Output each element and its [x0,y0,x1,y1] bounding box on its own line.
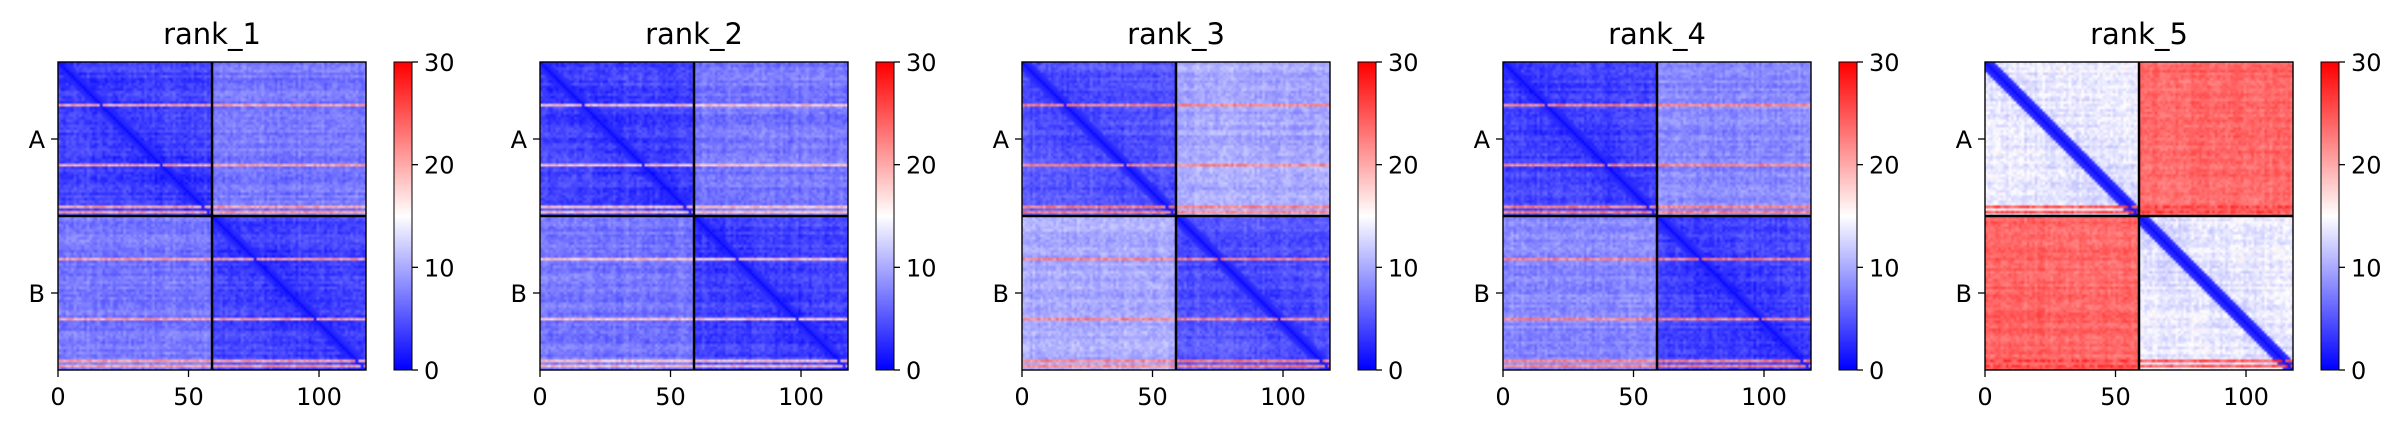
colorbar-tick-label: 10 [1869,254,1900,282]
colorbar-tick-label: 20 [906,152,937,180]
colorbar-tick-label: 20 [424,152,455,180]
x-tick-label: 50 [2100,383,2131,411]
colorbar-tick-label: 0 [2351,357,2366,385]
heatmap-frame [1021,61,1331,371]
colorbar [1358,62,1376,370]
colorbar-frame [1357,61,1377,371]
x-tick-label: 100 [296,383,342,411]
y-tick-label: A [1956,126,1973,154]
colorbar-frame [2320,61,2340,371]
colorbar-tick-label: 10 [1388,254,1419,282]
colorbar [876,62,894,370]
heatmap-frame [57,61,367,371]
heatmap-frame [1984,61,2294,371]
heatmap-frame [539,61,849,371]
pae-panel-3: rank_3 0 50 100 A B 0 10 20 30 [993,17,1419,411]
colorbar-tick-label: 10 [906,254,937,282]
colorbar-tick-label: 0 [424,357,439,385]
x-tick-label: 0 [1977,383,1992,411]
y-tick-label: A [29,126,46,154]
pae-panel-5: rank_5 0 50 100 A B 0 10 20 30 [1956,17,2382,411]
colorbar-tick-label: 20 [1869,152,1900,180]
x-tick-label: 100 [1260,383,1306,411]
colorbar-tick-label: 30 [2351,49,2382,77]
colorbar-tick-label: 30 [1388,49,1419,77]
colorbar-tick-label: 20 [1388,152,1419,180]
pae-panel-2: rank_2 0 50 100 A B 0 10 20 30 [511,17,937,411]
colorbar-tick-label: 10 [2351,254,2382,282]
panel-title: rank_1 [163,17,261,51]
colorbar-tick-label: 30 [424,49,455,77]
y-tick-label: B [1474,280,1490,308]
colorbar-tick-label: 0 [1869,357,1884,385]
panel-title: rank_4 [1608,17,1706,51]
colorbar [2321,62,2339,370]
x-tick-label: 100 [1741,383,1787,411]
x-tick-label: 50 [1618,383,1649,411]
x-tick-label: 0 [532,383,547,411]
colorbar-tick-label: 0 [1388,357,1403,385]
colorbar-tick-label: 20 [2351,152,2382,180]
colorbar-tick-label: 0 [906,357,921,385]
y-tick-label: A [511,126,528,154]
y-tick-label: B [993,280,1009,308]
pae-panel-4: rank_4 0 50 100 A B 0 10 20 30 [1474,17,1900,411]
y-tick-label: A [993,126,1010,154]
colorbar-frame [1838,61,1858,371]
panel-title: rank_5 [2090,17,2188,51]
heatmap-frame [1502,61,1812,371]
colorbar-frame [875,61,895,371]
x-tick-label: 50 [655,383,686,411]
colorbar [394,62,412,370]
x-tick-label: 0 [1014,383,1029,411]
colorbar-frame [393,61,413,371]
y-tick-label: B [29,280,45,308]
x-tick-label: 50 [173,383,204,411]
panel-title: rank_3 [1127,17,1225,51]
x-tick-label: 0 [50,383,65,411]
y-tick-label: B [511,280,527,308]
colorbar-tick-label: 10 [424,254,455,282]
x-tick-label: 0 [1495,383,1510,411]
panel-title: rank_2 [645,17,743,51]
y-tick-label: B [1956,280,1972,308]
x-tick-label: 100 [2223,383,2269,411]
x-tick-label: 50 [1137,383,1168,411]
colorbar [1839,62,1857,370]
colorbar-tick-label: 30 [1869,49,1900,77]
y-tick-label: A [1474,126,1491,154]
x-tick-label: 100 [778,383,824,411]
pae-panel-1: rank_1 0 50 100 A B 0 10 20 30 [29,17,455,411]
colorbar-tick-label: 30 [906,49,937,77]
